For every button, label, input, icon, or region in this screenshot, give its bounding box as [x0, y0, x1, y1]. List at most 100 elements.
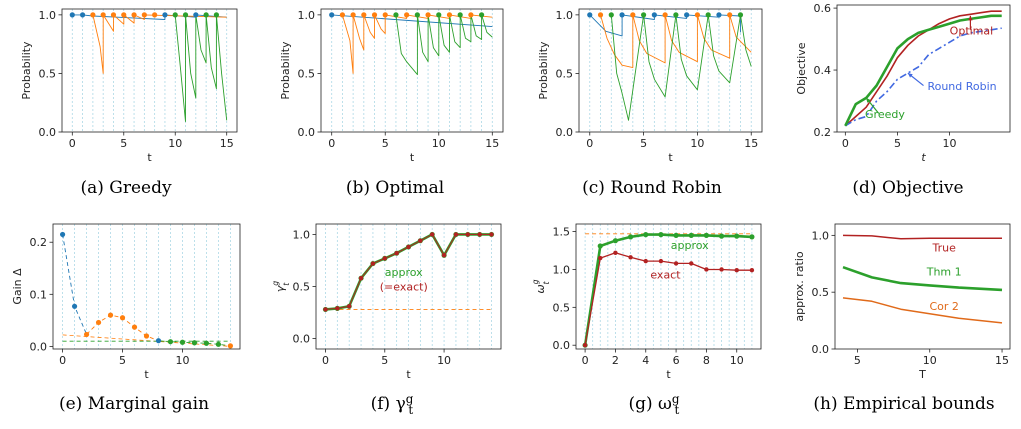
plot-area: [587, 12, 752, 121]
panel-omega: approx exact 0 2 4 6 8 10 0.0 0.5 1.0 1.5 t ωg t (g) ωg…: [531, 223, 762, 417]
y-axis-label: Probability: [537, 41, 550, 100]
y-tick-label: 1.0: [39, 9, 57, 22]
series-line-blue: [72, 14, 227, 20]
event-marker: [478, 12, 485, 18]
event-marker: [329, 12, 335, 18]
event-marker: [640, 12, 647, 18]
event-marker: [193, 12, 199, 18]
data-point: [323, 307, 328, 312]
event-marker: [651, 12, 657, 18]
event-marker: [79, 12, 86, 18]
series-line-thm-1: [842, 265, 1003, 292]
y-tick-label: 1.0: [556, 9, 574, 22]
data-point: [358, 275, 364, 281]
data-point: [643, 258, 648, 264]
data-point: [704, 267, 709, 272]
event-marker: [179, 339, 186, 345]
y-tick-label: 0.0: [553, 339, 571, 352]
event-marker: [468, 12, 474, 18]
plot-area: [69, 12, 228, 122]
x-tick-label: 5: [382, 137, 389, 150]
plot-area: [59, 231, 234, 349]
y-tick-label: 0.5: [293, 281, 311, 294]
x-axis-label: t: [410, 151, 415, 164]
event-marker: [83, 331, 90, 338]
data-point: [477, 232, 482, 237]
panel-caption: (e) Marginal gain: [59, 394, 209, 414]
x-tick-label: 10: [168, 137, 182, 150]
event-marker: [684, 12, 690, 18]
event-marker: [110, 12, 117, 18]
event-marker: [203, 12, 209, 18]
panel-roundrobin: 0 5 10 15 0.0 0.5 1.0 t Probability (c) Round Rob…: [537, 8, 763, 198]
x-tick-label: 5: [894, 137, 901, 150]
x-tick-label: 10: [690, 137, 704, 150]
data-point: [465, 232, 470, 237]
y-tick-label: 0.5: [812, 286, 830, 299]
y-axis-label: Probability: [279, 41, 292, 100]
annotation-label: Round Robin: [927, 80, 996, 93]
y-axis-label: approx. ratio: [793, 251, 806, 322]
event-marker: [694, 12, 701, 18]
data-point: [612, 238, 619, 244]
series-line-greedy: [844, 14, 1002, 127]
x-axis-label: t: [666, 368, 671, 381]
x-tick-label: 5: [120, 137, 127, 150]
event-marker: [203, 340, 210, 346]
y-axis-label: Objective: [795, 42, 808, 94]
event-marker: [716, 12, 722, 18]
x-axis-label: t: [406, 368, 411, 381]
y-tick-label: 0.5: [298, 67, 316, 80]
event-marker: [727, 12, 733, 18]
x-axis-label: T: [918, 368, 926, 381]
y-tick-label: 0.1: [30, 288, 48, 301]
series-line-darkred: [584, 252, 752, 346]
axes-frame: [320, 8, 504, 133]
event-marker: [131, 324, 138, 330]
y-tick-label: 0.2: [30, 236, 48, 249]
series-line-true: [842, 234, 1002, 240]
y-axis-label: Gain Δ: [11, 268, 24, 305]
series-line-green: [395, 14, 493, 76]
data-point: [382, 256, 387, 261]
x-tick-label: 0: [328, 137, 335, 150]
event-marker: [143, 333, 150, 339]
data-point: [688, 232, 694, 238]
panel-caption: (d) Objective: [852, 178, 963, 198]
event-marker: [371, 12, 378, 18]
event-marker: [630, 12, 636, 18]
series-line-blue: [331, 14, 493, 28]
data-point: [406, 244, 411, 250]
y-axis-label: γg t: [271, 281, 291, 293]
event-marker: [587, 12, 593, 18]
annotation-label: Thm 1: [926, 266, 962, 279]
panel-objective: Optimal Round Robin Greedy 0 5 10 0.2 0.4 0.6 t Ob…: [795, 2, 1011, 198]
data-point: [628, 255, 633, 260]
annotation-arrowhead: [907, 73, 913, 78]
axes-frame: [834, 223, 1011, 350]
plot-area: [322, 231, 495, 313]
data-point: [370, 261, 376, 266]
y-tick-label: 1.0: [293, 228, 311, 241]
x-axis-label: t: [921, 151, 926, 164]
y-tick-label: 1.0: [553, 263, 571, 276]
x-tick-label: 10: [943, 137, 957, 150]
panel-greedy: 0 5 10 15 0.0 0.5 1.0 t Probability (a) Greedy: [20, 8, 238, 198]
event-marker: [213, 12, 220, 18]
event-marker: [107, 312, 114, 318]
x-tick-label: 0: [59, 354, 66, 367]
y-tick-label: 0.2: [814, 126, 832, 139]
axes-frame: [836, 4, 1011, 133]
y-axis-label: ωg t: [531, 279, 551, 293]
series-line-orange: [62, 334, 231, 347]
x-tick-label: 0: [586, 137, 593, 150]
series-line-orange: [600, 14, 752, 69]
plot-area: [842, 234, 1003, 324]
x-tick-label: 10: [175, 354, 189, 367]
y-tick-label: 0.0: [812, 343, 830, 356]
data-point: [673, 232, 679, 238]
y-tick-label: 0.5: [553, 301, 571, 314]
data-point: [613, 250, 618, 255]
event-marker: [382, 12, 388, 18]
